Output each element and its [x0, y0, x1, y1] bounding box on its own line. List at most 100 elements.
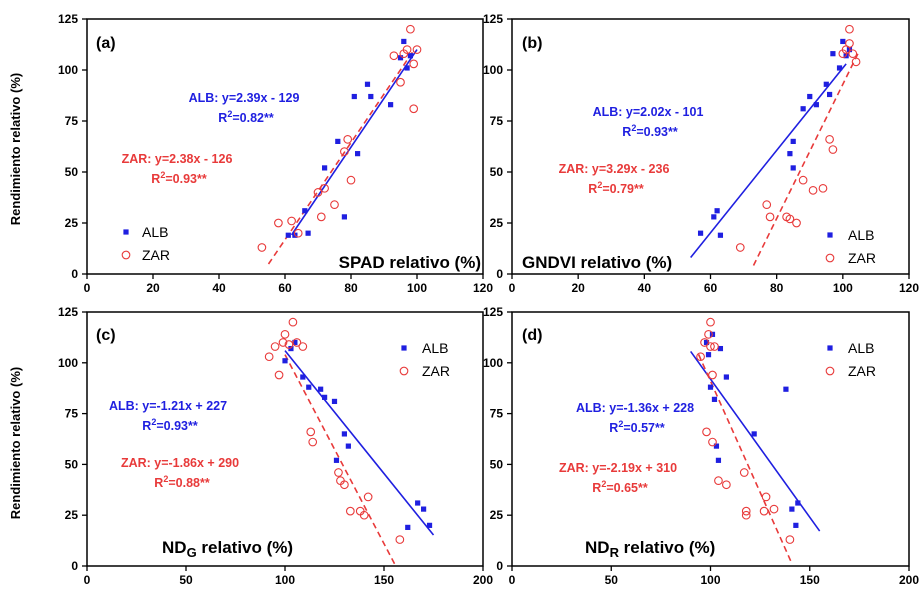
- equation-text: ZAR: y=-2.19x + 310: [559, 461, 677, 475]
- data-point-alb: [333, 457, 340, 463]
- data-point-zar: [741, 510, 751, 520]
- data-point-zar: [700, 338, 709, 347]
- data-point-zar: [316, 212, 326, 222]
- data-point-alb: [405, 524, 411, 530]
- data-point-zar: [313, 188, 323, 197]
- legend-marker-zar: [121, 250, 131, 260]
- legend-marker-zar: [825, 253, 835, 263]
- data-point-zar: [402, 45, 412, 54]
- y-tick-label: 25: [65, 508, 79, 522]
- data-point-alb: [285, 232, 291, 238]
- data-point-alb: [292, 339, 298, 346]
- data-point-zar: [330, 200, 339, 209]
- data-point-zar: [406, 24, 415, 34]
- data-point-zar: [320, 183, 329, 193]
- x-tick-label: 60: [704, 281, 718, 295]
- data-point-alb: [836, 65, 843, 71]
- data-point-alb: [302, 208, 308, 214]
- data-point-zar: [395, 535, 405, 544]
- fit-equation-alb: ALB: y=2.02x - 101 R2=0.93**: [593, 105, 704, 139]
- equation-text: ALB: y=-1.36x + 228: [576, 401, 694, 415]
- data-point-alb: [783, 386, 789, 392]
- legend-label-zar: ZAR: [422, 363, 450, 379]
- x-tick-label: 80: [344, 281, 358, 295]
- y-tick-label: 75: [490, 407, 504, 421]
- r-squared-text: R2=0.82**: [218, 109, 274, 125]
- fit-line-zar: [752, 50, 861, 266]
- x-tick-label: 200: [473, 573, 493, 587]
- data-point-alb: [426, 522, 433, 528]
- data-point-zar: [409, 59, 419, 69]
- data-point-alb: [305, 230, 311, 236]
- data-point-alb: [711, 214, 717, 220]
- y-tick-label: 100: [58, 63, 78, 77]
- data-point-zar: [769, 504, 779, 514]
- y-tick-label: 100: [483, 63, 503, 77]
- x-tick-label: 150: [374, 573, 394, 587]
- data-point-alb: [341, 214, 347, 220]
- y-tick-label: 50: [65, 165, 79, 179]
- y-tick-label: 125: [483, 305, 503, 319]
- data-point-zar: [818, 183, 828, 193]
- data-point-alb: [711, 396, 718, 402]
- data-point-alb: [715, 457, 722, 463]
- data-point-alb: [790, 138, 796, 144]
- data-point-zar: [735, 243, 745, 252]
- data-point-zar: [825, 135, 834, 144]
- r-squared-text: R2=0.88**: [154, 474, 210, 490]
- data-point-zar: [845, 24, 854, 34]
- y-tick-label: 75: [65, 114, 79, 128]
- y-tick-label: 0: [496, 559, 503, 573]
- fit-line-alb: [690, 63, 847, 259]
- x-tick-label: 0: [509, 281, 516, 295]
- equation-text: ZAR: y=3.29x - 236: [559, 162, 670, 176]
- data-point-alb: [397, 55, 404, 61]
- data-point-alb: [331, 398, 338, 405]
- data-point-zar: [363, 492, 373, 502]
- fit-line-zar: [697, 354, 793, 564]
- y-axis-label-bottom: Rendimiento relativo (%): [8, 367, 23, 519]
- fit-equation-zar: ZAR: y=3.29x - 236 R2=0.79**: [559, 162, 670, 196]
- data-point-zar: [334, 468, 343, 477]
- data-point-zar: [798, 175, 808, 185]
- x-tick-label: 120: [473, 281, 493, 295]
- data-point-zar: [346, 175, 356, 185]
- x-tick-label: 100: [833, 281, 853, 295]
- data-point-alb: [807, 93, 813, 100]
- data-point-alb: [717, 232, 724, 238]
- data-point-alb: [282, 358, 288, 364]
- equation-text: ALB: y=2.39x - 129: [189, 91, 300, 105]
- r-squared-text: R2=0.93**: [622, 123, 678, 139]
- equation-text: ALB: y=2.02x - 101: [593, 105, 704, 119]
- x-tick-label: 20: [146, 281, 160, 295]
- y-tick-label: 125: [483, 12, 503, 26]
- legend-label-alb: ALB: [848, 340, 874, 356]
- data-point-alb: [830, 51, 836, 57]
- x-tick-label: 80: [770, 281, 784, 295]
- panel-label: (d): [522, 327, 542, 344]
- data-point-zar: [340, 147, 349, 156]
- x-tick-label: 60: [278, 281, 292, 295]
- fit-line-alb: [290, 49, 418, 236]
- data-point-alb: [341, 431, 347, 437]
- data-point-alb: [388, 102, 394, 108]
- data-point-zar: [274, 218, 283, 228]
- data-point-alb: [723, 374, 729, 380]
- data-point-zar: [298, 342, 308, 351]
- equation-text: ZAR: y=2.38x - 126: [122, 152, 233, 166]
- legend-label-zar: ZAR: [848, 363, 876, 379]
- r-squared-text: R2=0.57**: [609, 419, 665, 435]
- legend: ALB ZAR: [825, 340, 876, 379]
- data-point-zar: [308, 437, 318, 447]
- data-point-zar: [280, 330, 290, 339]
- data-point-zar: [343, 135, 353, 144]
- fit-line-zar: [284, 354, 397, 566]
- fit-equation-alb: ALB: y=2.39x - 129 R2=0.82**: [189, 91, 300, 125]
- data-point-alb: [401, 38, 407, 45]
- data-point-zar: [293, 228, 303, 238]
- r-squared-text: R2=0.79**: [588, 180, 644, 196]
- data-point-zar: [287, 216, 296, 226]
- y-tick-label: 25: [65, 216, 79, 230]
- data-point-zar: [765, 212, 775, 222]
- data-point-zar: [292, 338, 302, 347]
